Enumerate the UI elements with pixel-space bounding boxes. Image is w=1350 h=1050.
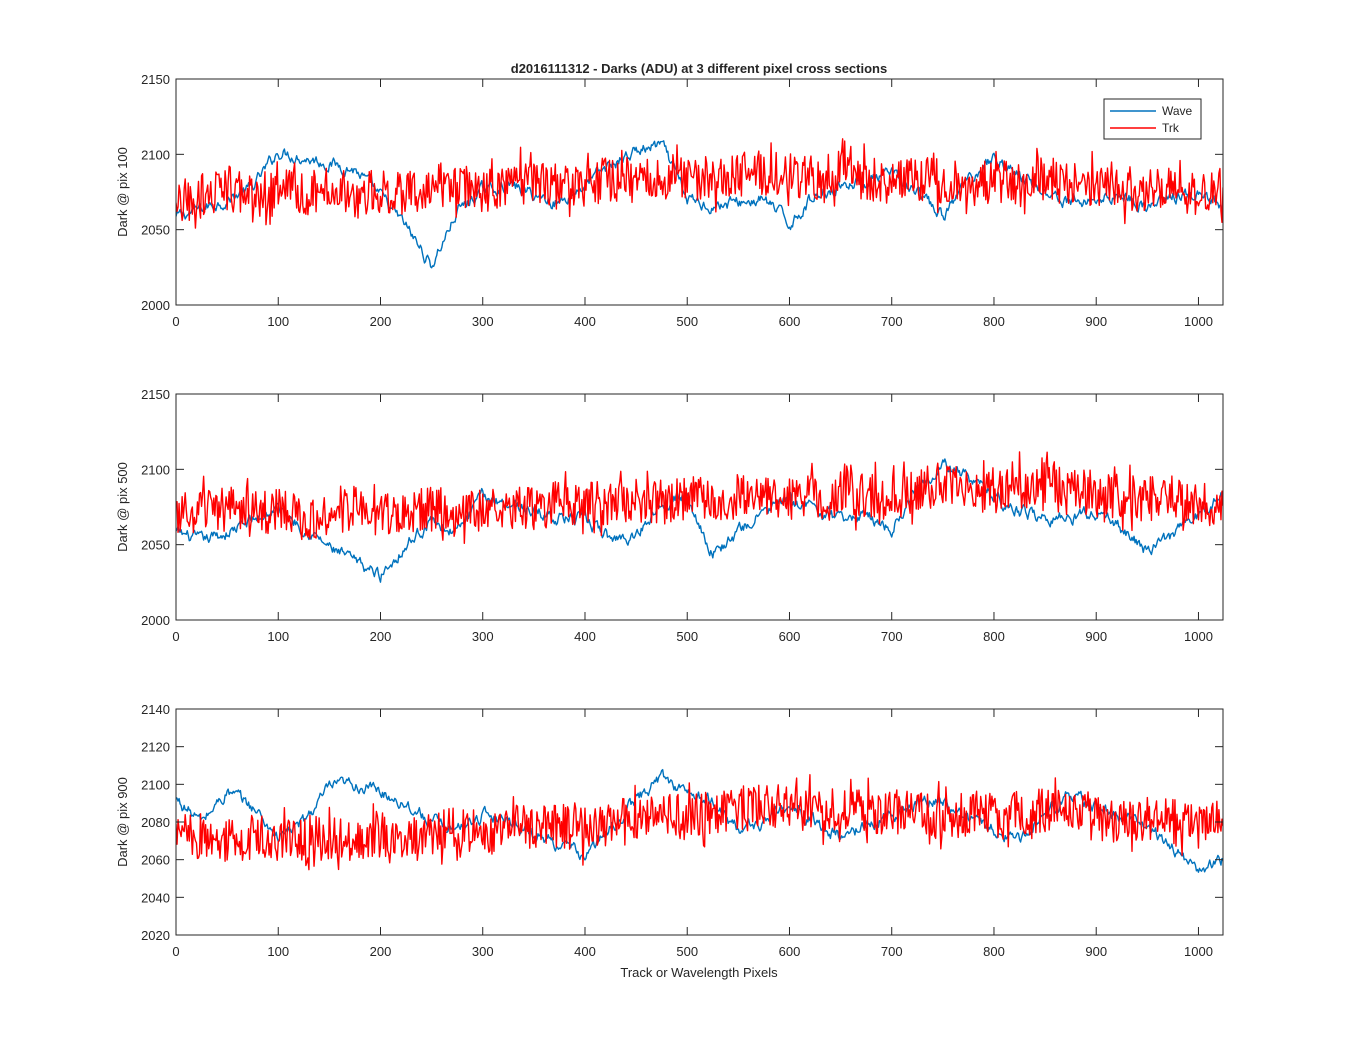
y-tick-label: 2050	[141, 223, 170, 238]
y-tick-label: 2020	[141, 928, 170, 943]
y-axis-label: Dark @ pix 900	[115, 777, 130, 867]
series-line-wave-2	[176, 458, 1223, 583]
x-tick-label: 300	[472, 629, 494, 644]
legend-label-trk: Trk	[1162, 121, 1180, 135]
y-tick-label: 2080	[141, 815, 170, 830]
x-tick-label: 600	[779, 629, 801, 644]
x-tick-label: 0	[172, 629, 179, 644]
y-tick-label: 2000	[141, 298, 170, 313]
x-tick-label: 1000	[1184, 944, 1213, 959]
subplot-2: 0 100 200 300 400 500 600 700 800 900 1000 2000 2050…	[115, 387, 1224, 644]
y-tick-label: 2150	[141, 387, 170, 402]
x-tick-label: 100	[267, 944, 289, 959]
y-tick-label: 2100	[141, 462, 170, 477]
subplot-stack: 0 100 200 300 400 500 600 700 800 900 100020002050…	[115, 72, 1224, 959]
y-tick-label: 2150	[141, 72, 170, 87]
x-tick-label: 400	[574, 629, 596, 644]
x-tick-label: 700	[881, 944, 903, 959]
x-tick-label: 500	[676, 629, 698, 644]
legend-box	[1103, 98, 1202, 140]
legend: Wave Trk	[1103, 98, 1202, 140]
x-tick-label: 100	[267, 629, 289, 644]
series-line-trk-1	[176, 138, 1223, 229]
x-tick-label: 600	[779, 944, 801, 959]
x-tick-label: 800	[983, 944, 1005, 959]
x-tick-label: 200	[370, 944, 392, 959]
y-tick-label: 2100	[141, 777, 170, 792]
subplot-1: 0 100 200 300 400 500 600 700 800 900 1000 2000 2050…	[115, 72, 1224, 329]
y-axis-label: Dark @ pix 100	[115, 147, 130, 237]
x-tick-label: 300	[472, 314, 494, 329]
x-tick-label: 400	[574, 314, 596, 329]
x-tick-label: 0	[172, 314, 179, 329]
y-tick-label: 2120	[141, 740, 170, 755]
y-tick-label: 2140	[141, 702, 170, 717]
series-line-wave-1	[176, 140, 1223, 269]
x-tick-label: 900	[1085, 629, 1107, 644]
y-tick-label: 2050	[141, 538, 170, 553]
x-tick-label: 500	[676, 944, 698, 959]
chart-title: d2016111312 - Darks (ADU) at 3 different…	[511, 61, 887, 76]
x-tick-label: 800	[983, 629, 1005, 644]
x-tick-label: 200	[370, 314, 392, 329]
x-tick-label: 700	[881, 629, 903, 644]
x-tick-label: 700	[881, 314, 903, 329]
x-tick-label: 0	[172, 944, 179, 959]
x-tick-label: 300	[472, 944, 494, 959]
y-tick-label: 2000	[141, 613, 170, 628]
x-axis-label: Track or Wavelength Pixels	[620, 965, 778, 980]
y-tick-label: 2100	[141, 147, 170, 162]
x-tick-label: 900	[1085, 944, 1107, 959]
x-tick-label: 1000	[1184, 314, 1213, 329]
x-tick-label: 600	[779, 314, 801, 329]
x-tick-label: 400	[574, 944, 596, 959]
subplot-3: 0 100 200 300 400 500 600 700 800 900 1000 2020 2040…	[115, 702, 1224, 959]
y-tick-label: 2040	[141, 890, 170, 905]
axes-box	[175, 78, 1224, 306]
x-tick-label: 100	[267, 314, 289, 329]
series-line-trk-2	[176, 451, 1223, 545]
y-axis-label: Dark @ pix 500	[115, 462, 130, 552]
axes-box	[175, 393, 1224, 621]
x-tick-label: 500	[676, 314, 698, 329]
x-tick-label: 900	[1085, 314, 1107, 329]
x-tick-label: 800	[983, 314, 1005, 329]
legend-label-wave: Wave	[1162, 104, 1193, 118]
y-tick-label: 2060	[141, 853, 170, 868]
x-tick-label: 1000	[1184, 629, 1213, 644]
x-tick-label: 200	[370, 629, 392, 644]
series-line-trk-3	[176, 774, 1223, 871]
